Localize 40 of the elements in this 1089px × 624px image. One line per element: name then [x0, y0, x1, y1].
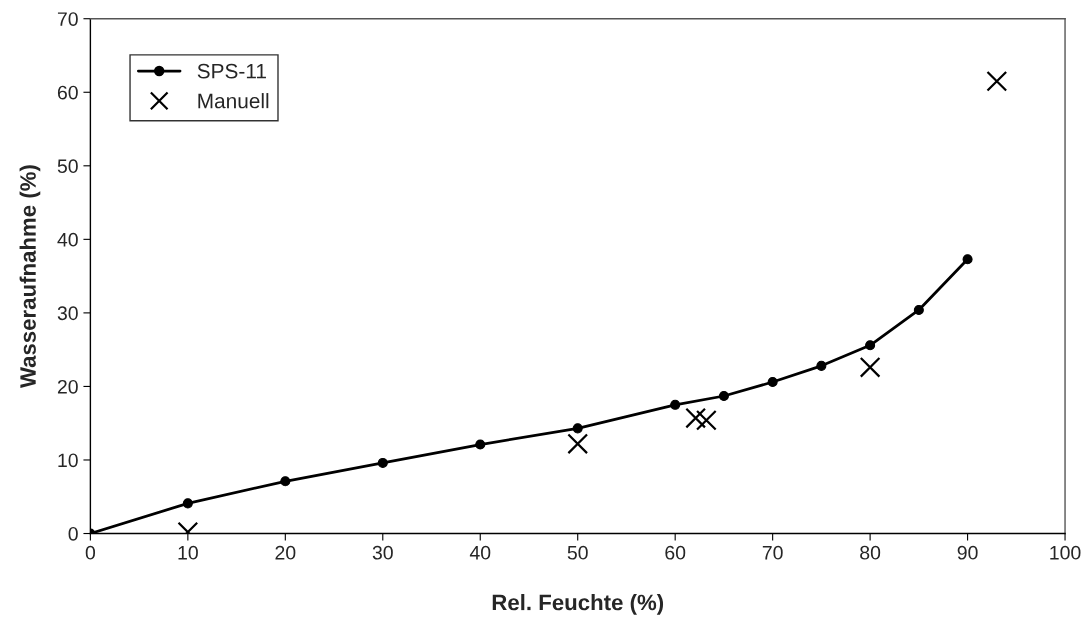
x-tick-label: 10 [178, 545, 198, 560]
y-tick-label: 70 [57, 12, 78, 26]
point [475, 439, 486, 450]
x-tick-label: 70 [762, 545, 783, 560]
y-tick-label: 50 [57, 159, 78, 174]
x-tick-label: 100 [1050, 545, 1081, 560]
legend-label: SPS-11 [197, 63, 266, 79]
legend-label: Manuell [198, 93, 269, 109]
point [182, 498, 193, 509]
x-tick-label: 30 [372, 545, 393, 560]
x-tick-label: 50 [567, 545, 588, 560]
x-tick-label: 20 [275, 545, 296, 560]
point [695, 409, 717, 431]
point [962, 254, 973, 265]
point [567, 433, 589, 455]
x-axis-title: Rel. Feuchte (%) [492, 594, 664, 615]
y-tick-label: 40 [57, 232, 78, 247]
y-tick-label: 10 [58, 453, 78, 468]
y-axis-title: Wasseraufnahme (%) [19, 165, 41, 389]
point [718, 390, 729, 402]
point [572, 423, 583, 434]
y-tick-label: 20 [57, 379, 78, 394]
x-tick-label: 90 [957, 545, 978, 560]
x-tick-label: 40 [469, 545, 491, 560]
point [986, 70, 1008, 92]
x-tick-label: 80 [860, 545, 881, 560]
x-tick-label: 60 [665, 545, 686, 560]
y-tick-label: 30 [57, 306, 78, 321]
y-tick-label: 0 [68, 526, 78, 541]
point [865, 340, 876, 351]
point [913, 304, 924, 315]
point [767, 376, 778, 388]
point [816, 360, 827, 371]
point [377, 457, 388, 468]
point [685, 407, 707, 429]
x-tick-label: 0 [85, 545, 96, 560]
point [670, 399, 681, 410]
y-tick-label: 60 [57, 85, 78, 100]
point [859, 356, 881, 378]
point [280, 476, 291, 487]
